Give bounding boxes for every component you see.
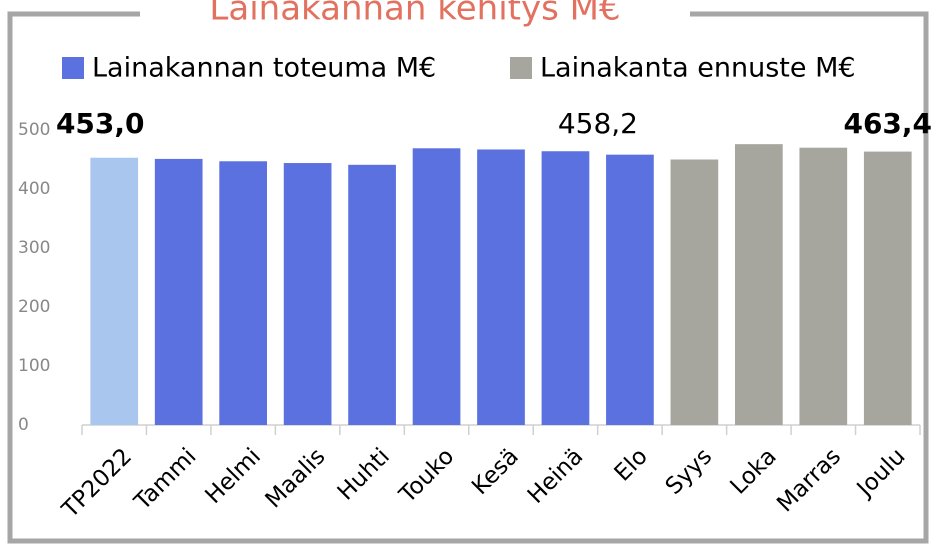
legend-label: Lainakanta ennuste M€ — [540, 53, 856, 84]
y-tick-label: 400 — [18, 179, 50, 199]
bar — [863, 151, 912, 425]
bar — [154, 158, 203, 425]
data-label: 458,2 — [558, 107, 638, 140]
x-tick-label: Heinä — [523, 443, 588, 508]
data-label: 463,4 — [843, 107, 932, 140]
bar — [670, 159, 719, 425]
x-tick-label: Maalis — [261, 443, 331, 513]
x-tick-label: Marras — [772, 443, 846, 517]
bar — [734, 144, 783, 425]
x-tick-label: TP2022 — [57, 443, 137, 523]
title-bg — [140, 0, 690, 30]
bar — [348, 164, 396, 425]
y-tick-label: 300 — [18, 238, 50, 258]
bar — [606, 154, 654, 426]
frame — [7, 11, 929, 544]
bar — [219, 161, 268, 425]
x-tick-label: Tammi — [129, 443, 202, 516]
bar — [541, 151, 590, 426]
x-tick-label: Touko — [394, 443, 459, 508]
bar — [90, 157, 139, 426]
x-tick-label: Loka — [725, 443, 781, 499]
chart-title: Lainakannan kehitys M€ — [209, 0, 620, 29]
bar — [477, 149, 525, 425]
bar — [283, 163, 332, 426]
y-tick-label: 200 — [18, 297, 50, 317]
y-tick-label: 100 — [18, 356, 50, 376]
bar — [412, 148, 461, 426]
y-tick-label: 500 — [18, 120, 50, 140]
legend-swatch — [62, 57, 84, 79]
y-tick-label: 0 — [18, 415, 29, 435]
x-tick-label: Syys — [661, 443, 717, 499]
data-label: 453,0 — [56, 107, 145, 140]
x-tick-label: Huhti — [333, 443, 395, 505]
legend-label: Lainakannan toteuma M€ — [92, 53, 436, 84]
x-tick-label: Kesä — [467, 443, 524, 500]
x-tick-label: Joulu — [851, 443, 911, 503]
x-tick-label: Elo — [610, 443, 653, 486]
legend-swatch — [510, 57, 532, 79]
x-tick-label: Helmi — [200, 443, 266, 509]
bar — [799, 147, 848, 425]
